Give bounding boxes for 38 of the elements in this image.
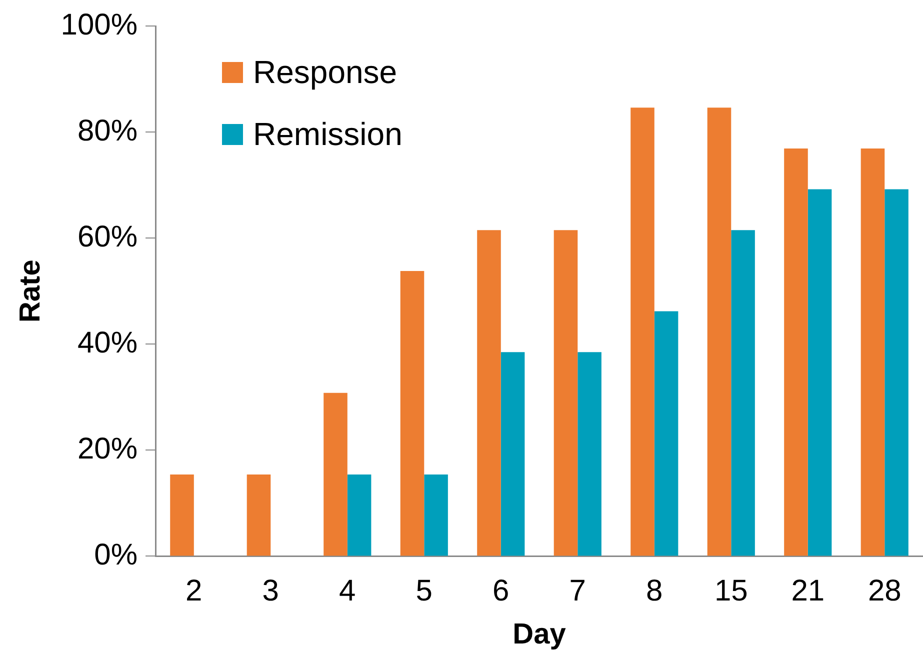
y-tick-label: 60% [77,220,138,254]
bar [170,474,194,556]
x-tick-label: 4 [339,574,356,608]
bar [784,148,808,556]
bar [246,474,271,556]
bar [347,474,372,556]
x-tick-label: 28 [868,574,902,608]
y-tick-label: 20% [77,432,138,466]
x-tick-label: 2 [186,574,202,608]
bar [400,270,424,556]
bar [808,189,832,556]
x-tick-label: 15 [714,574,748,608]
x-tick-label: 8 [646,574,663,608]
legend-label: Response [253,54,398,90]
bar [554,230,578,556]
bar [707,108,732,556]
bar [324,392,348,556]
x-tick-label: 7 [569,574,586,608]
bar [500,352,525,556]
y-tick-label: 80% [77,114,138,148]
y-tick-label: 100% [60,8,138,42]
x-tick-label: 5 [416,574,432,608]
bar [654,311,678,556]
x-tick-label: 21 [791,574,825,608]
bar [477,230,501,556]
y-tick-label: 40% [77,326,138,360]
x-axis-title: Day [512,618,566,651]
legend-label: Remission [253,116,402,152]
bar [578,352,602,556]
y-tick-label: 0% [94,538,138,572]
bar [630,108,654,556]
y-axis-title: Rate [14,260,46,323]
x-tick-label: 6 [492,574,510,608]
bar [424,474,448,556]
x-tick-label: 3 [262,574,279,608]
bar [731,230,755,556]
bar [884,189,908,556]
bar [860,148,885,556]
